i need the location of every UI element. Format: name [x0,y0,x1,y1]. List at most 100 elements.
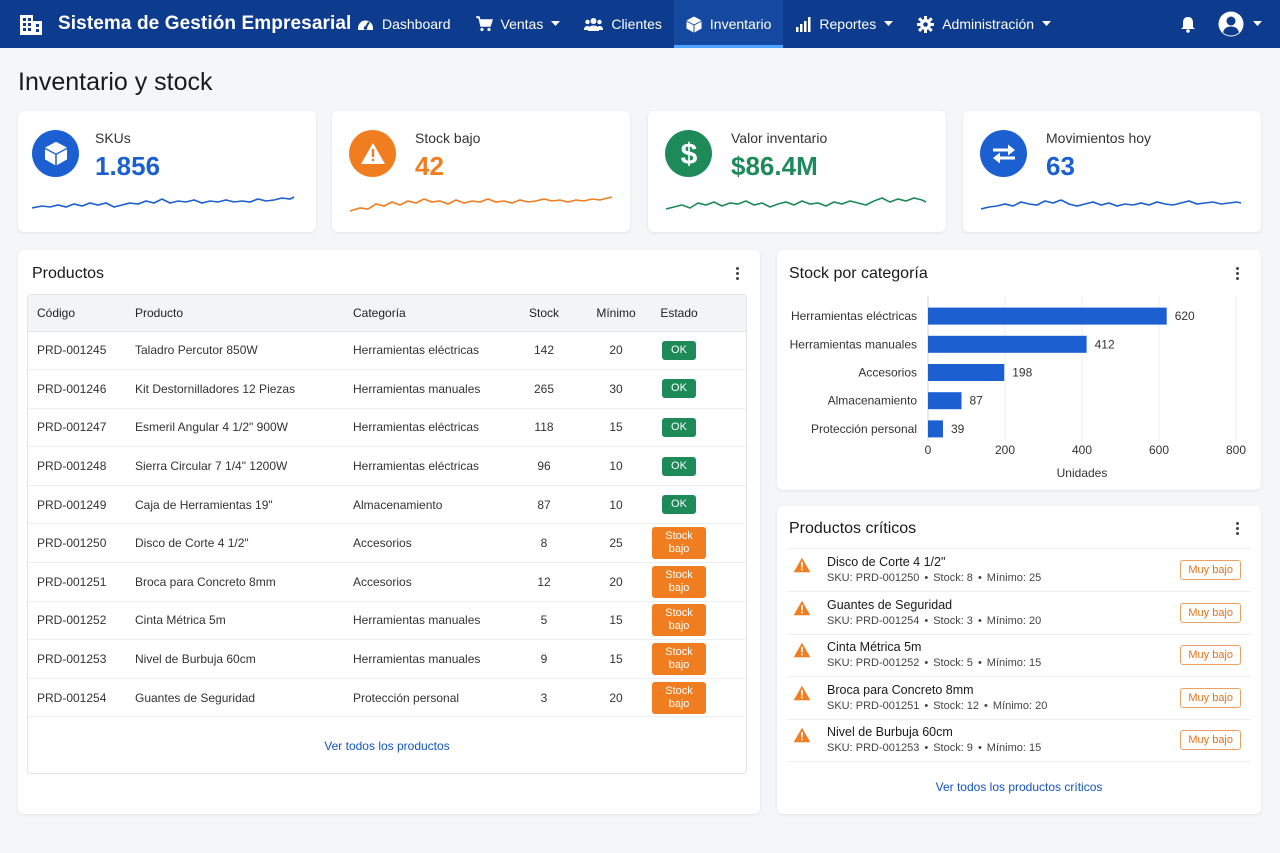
panel-title: Productos críticos [789,520,917,537]
very-low-badge[interactable]: Muy bajo [1180,602,1241,623]
nav-dashboard[interactable]: Dashboard [345,0,463,48]
product-status-cell: Stock bajo [652,639,746,679]
nav-label: Clientes [611,16,662,32]
product-code: PRD-001247 [28,408,135,448]
product-stock: 265 [508,369,580,409]
more-options-icon[interactable] [1230,263,1244,283]
table-row[interactable]: PRD-001250 Disco de Corte 4 1/2" Accesorio… [28,523,746,564]
table-row[interactable]: PRD-001245 Taladro Percutor 850W Herramien… [28,331,746,371]
list-item[interactable]: Broca para Concreto 8mm SKU: PRD-001251 • S… [787,677,1251,720]
list-item[interactable]: Disco de Corte 4 1/2" SKU: PRD-001250 • Sto… [787,549,1251,592]
dollar-icon: $ [680,139,697,169]
table-row[interactable]: PRD-001251 Broca para Concreto 8mm Accesor… [28,562,746,602]
category-label: Herramientas eléctricas [791,309,917,323]
very-low-badge[interactable]: Muy bajo [1180,687,1241,708]
product-status-cell: Stock bajo [652,678,746,718]
critical-product-meta: SKU: PRD-001253 • Stock: 9 • Mínimo: 15 [827,742,1041,754]
product-name: Sierra Circular 7 1/4" 1200W [135,446,353,486]
table-row[interactable]: PRD-001247 Esmeril Angular 4 1/2" 900W Her… [28,408,746,448]
view-all-products-link[interactable]: Ver todos los productos [324,739,450,753]
very-low-badge[interactable]: Muy bajo [1180,560,1241,580]
svg-text:$: $ [680,139,697,169]
users-icon [584,17,604,31]
critical-sku: SKU: PRD-001253 [827,742,920,754]
product-name: Broca para Concreto 8mm [135,562,353,602]
critical-minimum: Mínimo: 15 [986,742,1042,754]
table-row[interactable]: PRD-001249 Caja de Herramientas 19" Almace… [28,485,746,525]
chevron-down-icon [1253,21,1262,26]
bar-value-label: 39 [951,422,965,436]
product-status-cell: OK [652,485,746,525]
product-category: Herramientas manuales [353,369,508,409]
column-header[interactable]: Categoría [353,295,508,332]
column-header[interactable]: Código [28,295,135,332]
status-badge: OK [662,379,696,399]
kpi-label: SKUs [95,130,131,146]
panel-title: Stock por categoría [789,265,928,282]
product-minimum: 20 [580,331,652,371]
nav-reportes[interactable]: Reportes [783,0,905,48]
column-header[interactable]: Stock [508,295,580,332]
table-row[interactable]: PRD-001253 Nivel de Burbuja 60cm Herramien… [28,639,746,679]
critical-sku: SKU: PRD-001251 [827,699,920,712]
bell-icon[interactable] [1180,16,1196,33]
list-item[interactable]: Guantes de Seguridad SKU: PRD-001254 • Stoc… [787,592,1251,635]
critical-stock: Stock: 9 [933,742,973,754]
list-item[interactable]: Cinta Métrica 5m SKU: PRD-001252 • Stock: 5… [787,634,1251,677]
critical-minimum: Mínimo: 15 [986,657,1042,669]
view-all-critical-link[interactable]: Ver todos los productos críticos [935,780,1103,794]
products-panel: Productos Código Producto Categoría Stoc… [18,250,760,814]
critical-stock: Stock: 5 [933,657,973,669]
product-stock: 8 [508,523,580,564]
more-options-icon[interactable] [730,263,744,283]
category-chart-panel: Stock por categoría 0 200 400 600 800 Herrami… [777,250,1261,490]
product-category: Herramientas eléctricas [353,446,508,486]
critical-product-meta: SKU: PRD-001250 • Stock: 8 • Mínimo: 25 [827,572,1041,584]
sparkline [666,197,927,210]
gear-icon [917,15,935,33]
product-code: PRD-001253 [28,639,135,679]
product-code: PRD-001248 [28,446,135,486]
nav-inventario[interactable]: Inventario [673,0,784,48]
critical-product-meta: SKU: PRD-001254 • Stock: 3 • Mínimo: 20 [827,615,1041,627]
product-stock: 87 [508,485,580,525]
separator: • [924,699,929,712]
user-menu[interactable] [1218,11,1262,37]
sparkline [350,196,613,212]
column-header[interactable]: Mínimo [580,295,652,332]
bar-value-label: 412 [1095,337,1115,351]
table-row[interactable]: PRD-001252 Cinta Métrica 5m Herramientas m… [28,601,746,641]
list-item[interactable]: Nivel de Burbuja 60cm SKU: PRD-001253 • Sto… [787,719,1251,762]
product-status-cell: Stock bajo [652,562,746,602]
box-icon [686,16,702,32]
table-row[interactable]: PRD-001254 Guantes de Seguridad Protección… [28,678,746,718]
more-options-icon[interactable] [1230,518,1244,538]
nav-clientes[interactable]: Clientes [572,0,674,48]
status-badge: OK [662,340,696,360]
very-low-badge[interactable]: Muy bajo [1180,645,1241,665]
product-category: Herramientas manuales [353,639,508,679]
product-minimum: 10 [580,485,652,525]
brand[interactable]: Sistema de Gestión Empresarial [0,0,351,48]
nav-administracion[interactable]: Administración [905,0,1063,48]
warning-icon [793,685,811,700]
table-row[interactable]: PRD-001248 Sierra Circular 7 1/4" 1200W He… [28,446,746,486]
product-minimum: 20 [580,562,652,602]
product-category: Herramientas manuales [353,601,508,641]
kpi-label: Movimientos hoy [1046,130,1152,146]
very-low-badge[interactable]: Muy bajo [1180,730,1241,750]
column-header[interactable]: Producto [135,295,353,332]
product-stock: 3 [508,678,580,718]
critical-stock: Stock: 3 [933,614,973,627]
separator: • [977,572,982,584]
product-stock: 142 [508,331,580,371]
bar [928,364,1005,381]
column-header[interactable]: Estado [652,295,746,332]
product-name: Caja de Herramientas 19" [135,485,353,525]
critical-product-meta: SKU: PRD-001251 • Stock: 12 • Mínimo: 20 [827,700,1047,712]
critical-product-name: Cinta Métrica 5m [827,640,922,654]
table-row[interactable]: PRD-001246 Kit Destornilladores 12 Piezas… [28,369,746,409]
nav-ventas[interactable]: Ventas [463,0,573,48]
separator: • [977,742,982,754]
product-name: Disco de Corte 4 1/2" [135,523,353,564]
